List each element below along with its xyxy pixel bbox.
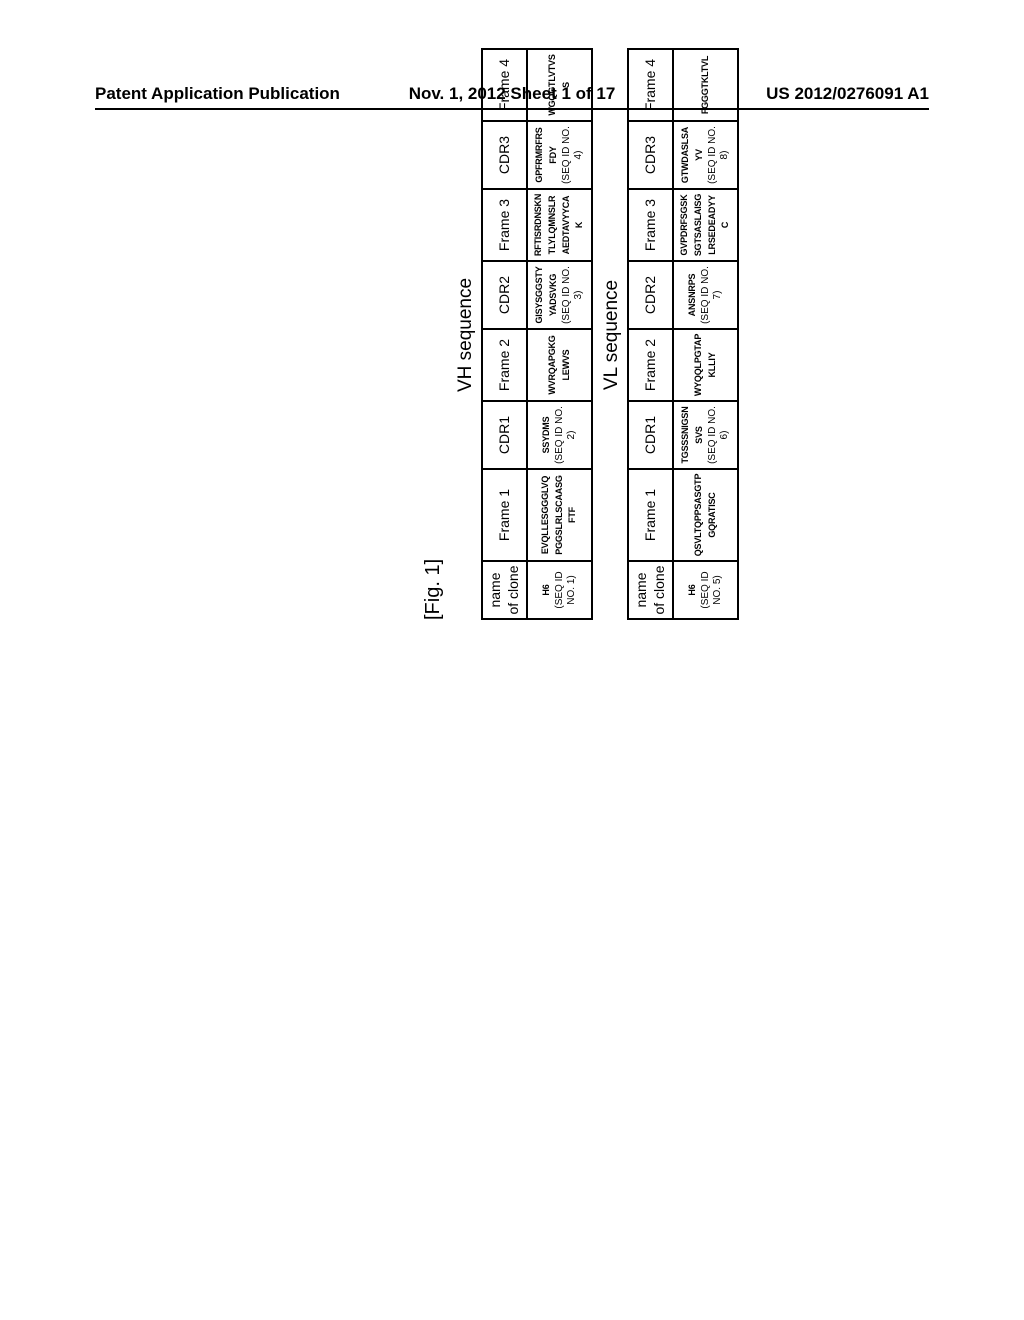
- cell-clone: H6 (SEQ ID NO. 1): [527, 561, 592, 619]
- table-header-row: name of clone Frame 1 CDR1 Frame 2 CDR2 …: [628, 49, 673, 619]
- vl-table: name of clone Frame 1 CDR1 Frame 2 CDR2 …: [627, 48, 739, 620]
- cdr3-seqid: (SEQ ID NO. 8): [707, 125, 732, 185]
- vl-block: VL sequence name of clone Frame 1 CDR1 F…: [597, 50, 739, 620]
- cdr1-val: SSYDMS: [541, 417, 551, 454]
- col-frame4: Frame 4: [482, 49, 527, 121]
- frame4-val: WGQGTLVTVSS: [547, 54, 571, 115]
- cdr2-val: GISYSGGSTYYADSVKG: [534, 267, 558, 324]
- cell-cdr3: GTWDASLSAYV (SEQ ID NO. 8): [673, 121, 738, 189]
- col-frame1: Frame 1: [628, 469, 673, 561]
- cell-cdr2: ANSNRPS (SEQ ID NO. 7): [673, 261, 738, 329]
- col-frame4: Frame 4: [628, 49, 673, 121]
- col-frame1: Frame 1: [482, 469, 527, 561]
- col-frame3: Frame 3: [628, 189, 673, 261]
- vh-table: name of clone Frame 1 CDR1 Frame 2 CDR2 …: [481, 48, 593, 620]
- clone-seqid: (SEQ ID NO. 5): [700, 565, 725, 615]
- col-cdr3: CDR3: [482, 121, 527, 189]
- col-clone: name of clone: [482, 561, 527, 619]
- frame3-val: RFTISRDNSKNTLYLQMNSLRAEDTAVYYCAK: [533, 194, 584, 256]
- col-cdr1: CDR1: [628, 401, 673, 469]
- col-frame2: Frame 2: [482, 329, 527, 401]
- cell-cdr3: GPFRMRFRSFDY (SEQ ID NO. 4): [527, 121, 592, 189]
- col-cdr1: CDR1: [482, 401, 527, 469]
- table-row: H6 (SEQ ID NO. 1) EVQLLESGGGLVQPGGSLRLSC…: [527, 49, 592, 619]
- figure-label: [Fig. 1]: [422, 50, 445, 620]
- cell-frame3: RFTISRDNSKNTLYLQMNSLRAEDTAVYYCAK: [527, 189, 592, 261]
- frame4-val: FGGGTKLTVL: [700, 56, 710, 114]
- cdr3-val: GPFRMRFRSFDY: [534, 127, 558, 182]
- col-clone: name of clone: [628, 561, 673, 619]
- cell-cdr1: SSYDMS (SEQ ID NO. 2): [527, 401, 592, 469]
- cdr3-seqid: (SEQ ID NO. 4): [561, 125, 586, 185]
- clone-name: H6: [541, 584, 551, 595]
- cell-frame1: QSVLTQPPSASGTPGQRATISC: [673, 469, 738, 561]
- cdr2-val: ANSNRPS: [687, 274, 697, 317]
- cdr1-val: TGSSSNIGSNSVS: [680, 407, 704, 464]
- frame2-val: WYQQLPGTAPKLLIY: [693, 334, 717, 396]
- col-frame2: Frame 2: [628, 329, 673, 401]
- cell-frame2: WVRQAPGKGLEWVS: [527, 329, 592, 401]
- cdr2-seqid: (SEQ ID NO. 7): [700, 265, 725, 325]
- cell-cdr1: TGSSSNIGSNSVS (SEQ ID NO. 6): [673, 401, 738, 469]
- col-cdr2: CDR2: [482, 261, 527, 329]
- vh-block: VH sequence name of clone Frame 1 CDR1 F…: [451, 50, 593, 620]
- figure-1: [Fig. 1] VH sequence name of clone Frame…: [422, 50, 772, 620]
- clone-seqid: (SEQ ID NO. 1): [554, 565, 579, 615]
- vl-title: VL sequence: [597, 50, 627, 620]
- frame1-val: QSVLTQPPSASGTPGQRATISC: [693, 474, 717, 557]
- cdr1-seqid: (SEQ ID NO. 2): [554, 405, 579, 465]
- col-cdr3: CDR3: [628, 121, 673, 189]
- cell-frame1: EVQLLESGGGLVQPGGSLRLSCAASGFTF: [527, 469, 592, 561]
- frame2-val: WVRQAPGKGLEWVS: [547, 335, 571, 394]
- clone-name: H6: [687, 584, 697, 595]
- cell-cdr2: GISYSGGSTYYADSVKG (SEQ ID NO. 3): [527, 261, 592, 329]
- col-cdr2: CDR2: [628, 261, 673, 329]
- header-left: Patent Application Publication: [95, 84, 340, 104]
- col-frame3: Frame 3: [482, 189, 527, 261]
- frame1-val: EVQLLESGGGLVQPGGSLRLSCAASGFTF: [540, 475, 578, 554]
- table-header-row: name of clone Frame 1 CDR1 Frame 2 CDR2 …: [482, 49, 527, 619]
- cell-frame3: GVPDRFSGSKSGTSASLAISGLRSEDEADYYC: [673, 189, 738, 261]
- cell-frame4: WGQGTLVTVSS: [527, 49, 592, 121]
- cdr2-seqid: (SEQ ID NO. 3): [561, 265, 586, 325]
- cell-clone: H6 (SEQ ID NO. 5): [673, 561, 738, 619]
- cell-frame4: FGGGTKLTVL: [673, 49, 738, 121]
- frame3-val: GVPDRFSGSKSGTSASLAISGLRSEDEADYYC: [679, 194, 730, 256]
- cdr1-seqid: (SEQ ID NO. 6): [707, 405, 732, 465]
- table-row: H6 (SEQ ID NO. 5) QSVLTQPPSASGTPGQRATISC…: [673, 49, 738, 619]
- cdr3-val: GTWDASLSAYV: [680, 127, 704, 183]
- vh-title: VH sequence: [451, 50, 481, 620]
- cell-frame2: WYQQLPGTAPKLLIY: [673, 329, 738, 401]
- header-right: US 2012/0276091 A1: [766, 84, 929, 104]
